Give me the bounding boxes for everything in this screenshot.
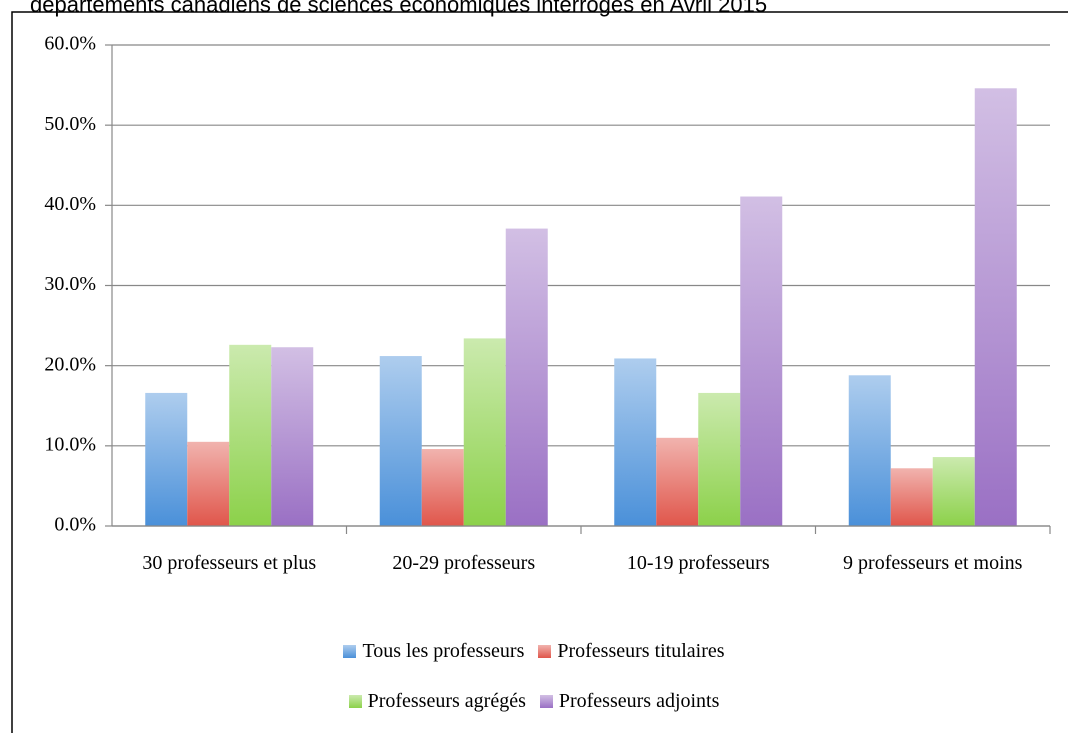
legend: Tous les professeurs Professeurs titulair… [0, 640, 1068, 663]
legend-swatch [348, 695, 362, 708]
y-tick-label: 60.0% [44, 33, 96, 55]
bar [932, 457, 975, 526]
y-tick-label: 20.0% [44, 353, 96, 375]
bar [848, 375, 891, 526]
bar [271, 347, 314, 526]
legend-swatch [538, 645, 552, 658]
bar [974, 88, 1017, 526]
x-tick-label: 30 professeurs et plus [142, 552, 317, 574]
bar [187, 441, 230, 526]
legend-label: Professeurs titulaires [557, 640, 725, 662]
chart-title: départements canadiens de sciences écono… [30, 0, 767, 17]
legend-label: Professeurs adjoints [558, 690, 720, 712]
y-tick-label: 50.0% [44, 113, 96, 135]
bar [421, 449, 464, 526]
frame [11, 11, 1068, 733]
bar [890, 468, 933, 526]
x-tick-label: 20-29 professeurs [392, 552, 536, 574]
bar [614, 358, 657, 526]
legend-swatch [539, 695, 553, 708]
legend-item: Tous les professeurs [343, 640, 524, 663]
y-tick-label: 40.0% [44, 193, 96, 215]
bar [656, 437, 699, 526]
x-tick-label: 10-19 professeurs [626, 552, 770, 574]
bar [379, 356, 422, 526]
bar [740, 196, 783, 526]
y-tick-label: 0.0% [54, 514, 96, 536]
x-tick-label: 9 professeurs et moins [843, 552, 1023, 574]
legend-item: Professeurs adjoints [539, 690, 720, 713]
legend-label: Tous les professeurs [362, 640, 525, 662]
legend-item: Professeurs titulaires [538, 640, 725, 663]
y-tick-label: 10.0% [44, 433, 96, 455]
bar [505, 228, 548, 526]
bar [145, 392, 188, 526]
legend-item: Professeurs agrégés [348, 690, 526, 713]
bar [698, 392, 741, 526]
y-tick-label: 30.0% [44, 273, 96, 295]
legend-label: Professeurs agrégés [367, 690, 526, 712]
bar [463, 338, 506, 526]
legend-swatch [343, 645, 357, 658]
bar [229, 344, 272, 526]
legend: Professeurs agrégés Professeurs adjoints [0, 690, 1068, 713]
